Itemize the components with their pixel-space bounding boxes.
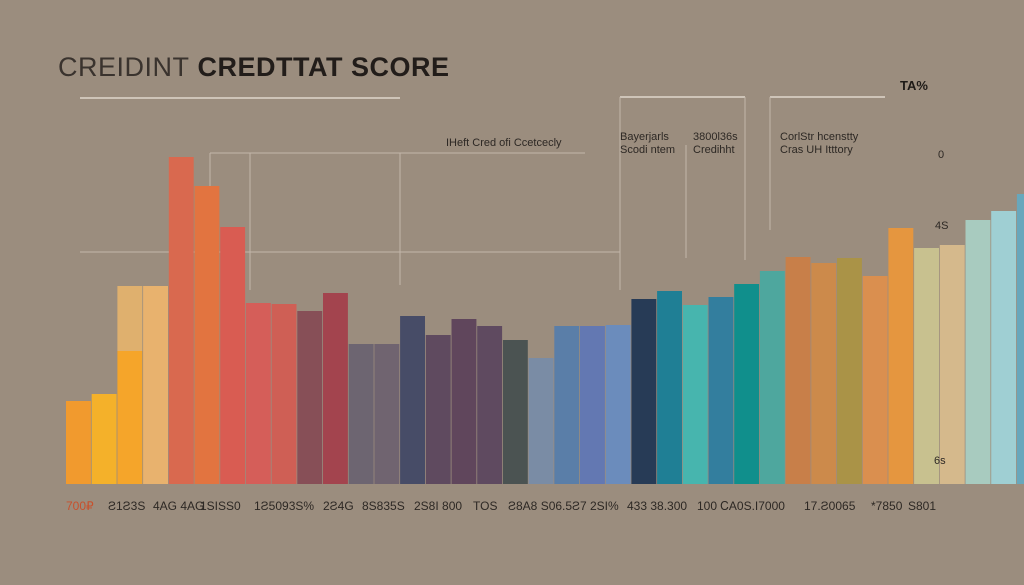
x-tick-label: 1SISS0 bbox=[200, 499, 241, 513]
overlay-bar bbox=[117, 286, 143, 351]
bar bbox=[66, 401, 91, 484]
x-tick-label: TOS bbox=[473, 499, 498, 513]
bar bbox=[348, 344, 374, 484]
bar bbox=[194, 186, 220, 484]
y-tick-label: 6s bbox=[934, 455, 946, 467]
bar bbox=[245, 303, 271, 484]
bar bbox=[862, 276, 888, 484]
x-tick-label: 1Ƨ5093S% bbox=[254, 499, 315, 513]
annotation-line: Scodi ntem bbox=[620, 144, 676, 156]
bar bbox=[554, 326, 580, 484]
x-tick-label: 100 ᏟA0S.I7000 bbox=[697, 499, 785, 513]
annotation-line: Credihht bbox=[693, 144, 735, 156]
bar bbox=[143, 286, 168, 484]
bar bbox=[734, 284, 760, 484]
bar bbox=[914, 248, 939, 484]
x-tick-label: S801 bbox=[908, 499, 937, 513]
bar bbox=[168, 157, 194, 484]
bar bbox=[580, 326, 605, 484]
annotation-line: Cras UH Itttory bbox=[780, 144, 853, 156]
bar bbox=[939, 245, 965, 484]
x-tick-label: 2Ƨ4G bbox=[323, 499, 354, 513]
bar bbox=[477, 326, 503, 484]
bar bbox=[451, 319, 477, 484]
chart-title: CREIDINT CREDTTAT SCORE bbox=[58, 52, 450, 83]
bar bbox=[759, 271, 785, 484]
bar bbox=[682, 305, 708, 484]
annotation-line: CorlStr hcenstty bbox=[780, 131, 859, 143]
annotation-right: CorlStr hcenstty Cras UH Itttory bbox=[780, 131, 858, 157]
x-tick-label: 17.Ƨ0065 bbox=[804, 499, 856, 513]
y-tick-label: 4S bbox=[935, 220, 949, 232]
overlay-bar-series bbox=[117, 286, 143, 351]
bar bbox=[117, 351, 143, 484]
x-tick-label: 8S835S bbox=[362, 499, 405, 513]
bar bbox=[502, 340, 528, 484]
x-tick-label: 2S8I 800 bbox=[414, 499, 463, 513]
bar bbox=[1016, 194, 1024, 484]
bar-series bbox=[66, 157, 1024, 484]
annotation-mid-a: Bayerjarls Scodi ntem bbox=[620, 131, 675, 157]
bar bbox=[631, 299, 657, 484]
bar bbox=[297, 311, 323, 484]
bar bbox=[374, 344, 400, 484]
bar bbox=[708, 297, 734, 484]
bar bbox=[837, 258, 862, 484]
bar bbox=[991, 211, 1017, 484]
bar bbox=[91, 394, 117, 484]
x-tick-label: 433 38.300 bbox=[627, 499, 688, 513]
annotation-line: IHeft Cred ofi Ccetcecly bbox=[446, 137, 562, 149]
bar bbox=[657, 291, 682, 484]
x-tick-label: Ƨ8A8 S06.5Ƨ7 bbox=[508, 499, 587, 513]
x-tick-label: 2SI% bbox=[590, 499, 619, 513]
percent-label: TA% bbox=[900, 78, 928, 93]
bar bbox=[323, 293, 348, 484]
bar bbox=[605, 325, 631, 484]
annotation-line: Bayerjarls bbox=[620, 131, 669, 143]
x-tick-label: 4AG 4AG bbox=[153, 499, 205, 513]
annotation-left: IHeft Cred ofi Ccetcecly bbox=[446, 137, 562, 150]
annotation-mid-b: 3800l36s Credihht bbox=[693, 131, 738, 157]
x-tick-label: Ƨ1Ƨ3S bbox=[108, 499, 146, 513]
bar bbox=[785, 257, 811, 484]
bar bbox=[425, 335, 451, 484]
chart-title-light: CREIDINT bbox=[58, 52, 190, 82]
x-tick-label: 700₽ bbox=[66, 499, 94, 513]
bar bbox=[528, 358, 554, 484]
bar bbox=[271, 304, 297, 484]
bar bbox=[888, 228, 914, 484]
bar bbox=[220, 227, 246, 484]
bar bbox=[965, 220, 991, 484]
annotation-line: 3800l36s bbox=[693, 131, 738, 143]
x-tick-label: *7850 bbox=[871, 499, 903, 513]
y-tick-label: 0 bbox=[938, 149, 945, 161]
chart-title-bold: CREDTTAT SCORE bbox=[197, 52, 450, 82]
bar bbox=[400, 316, 425, 484]
bar bbox=[811, 263, 837, 484]
